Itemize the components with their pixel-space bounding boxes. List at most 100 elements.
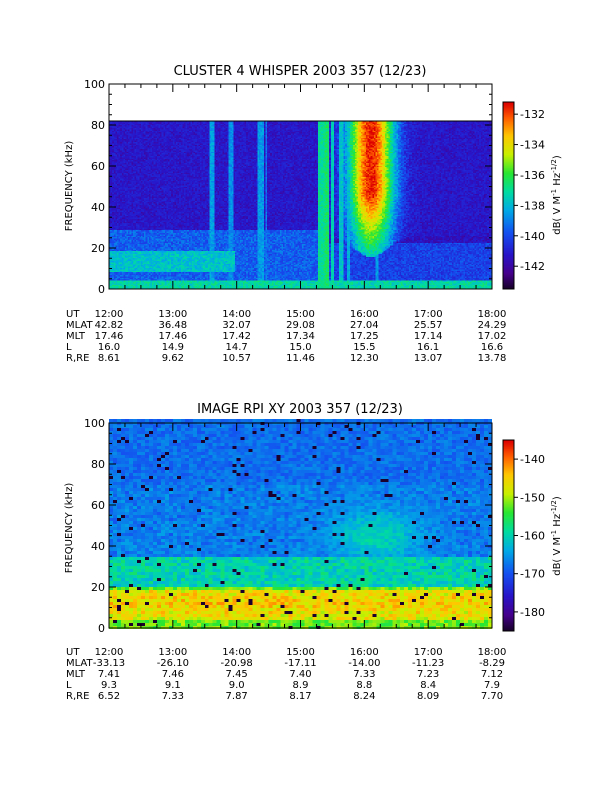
colorbar-label: dB( V M-1 Hz-1/2)	[550, 155, 563, 235]
ephemeris-row-label: MLAT	[66, 658, 93, 669]
ephemeris-row-label: R,RE	[66, 691, 89, 702]
ephemeris-value: 17.42	[222, 331, 251, 342]
ephemeris-value: 9.3	[101, 680, 117, 691]
spectrogram-image	[109, 419, 492, 629]
colorbar-tick-label: -140	[520, 453, 545, 466]
y-axis-label: FREQUENCY (kHz)	[64, 141, 75, 232]
ephemeris-value: 17.46	[159, 331, 188, 342]
ephemeris-value: 42.82	[95, 320, 124, 331]
ephemeris-value: 36.48	[159, 320, 188, 331]
ephemeris-value: -26.10	[157, 658, 189, 669]
ephemeris-value: 15.5	[353, 342, 375, 353]
colorbar-tick-label: -160	[520, 530, 545, 543]
ephemeris-value: 16.1	[417, 342, 439, 353]
ephemeris-value: 15.0	[289, 342, 311, 353]
chart-title: IMAGE RPI XY 2003 357 (12/23)	[197, 402, 403, 417]
ephemeris-value: 17:00	[414, 309, 443, 320]
ephemeris-row-label: L	[66, 680, 72, 691]
ephemeris-value: 12.30	[350, 353, 379, 364]
ephemeris-value: 14:00	[222, 647, 251, 658]
colorbar-gradient	[503, 102, 514, 289]
colorbar-tick-label: -136	[520, 169, 545, 182]
ephemeris-value: 9.62	[162, 353, 184, 364]
colorbar-tick-label: -142	[520, 260, 545, 273]
ephemeris-value: 17.14	[414, 331, 443, 342]
colorbar: -132 -134 -136 -138 -140 -142 dB( V M-1 Hz-1/…	[502, 101, 563, 290]
ephemeris-value: -33.13	[93, 658, 125, 669]
ephemeris-value: -14.00	[348, 658, 380, 669]
ephemeris-value: 7.33	[162, 691, 184, 702]
ephemeris-value: 13.07	[414, 353, 443, 364]
cluster-whisper-panel: CLUSTER 4 WHISPER 2003 357 (12/23) FREQU…	[64, 64, 563, 364]
ephemeris-row-label: MLAT	[66, 320, 93, 331]
y-tick-label: 20	[91, 581, 105, 594]
ephemeris-value: -20.98	[221, 658, 253, 669]
ephemeris-value: 8.17	[289, 691, 311, 702]
y-tick-label: 80	[91, 458, 105, 471]
ephemeris-value: 18:00	[478, 309, 507, 320]
ephemeris-value: 32.07	[222, 320, 251, 331]
y-ticks: 0 20 40 60 80 100	[84, 78, 492, 296]
y-tick-label: 60	[91, 499, 105, 512]
image-rpi-panel: IMAGE RPI XY 2003 357 (12/23) FREQUENCY …	[64, 402, 563, 702]
colorbar-tick-label: -180	[520, 606, 545, 619]
ephemeris-value: 7.23	[417, 669, 439, 680]
spectrogram	[109, 121, 492, 289]
x-ticks	[108, 423, 493, 628]
ephemeris-value: 29.08	[286, 320, 315, 331]
colorbar-tick-label: -132	[520, 108, 545, 121]
ephemeris-value: 17.46	[95, 331, 124, 342]
y-tick-label: 40	[91, 201, 105, 214]
ephemeris-row-label: L	[66, 342, 72, 353]
ephemeris-row-label: UT	[66, 647, 80, 658]
ephemeris-table: UT 12:00 13:00 14:00 15:00 16:00 17:00 18:00 MLA…	[66, 309, 506, 364]
ephemeris-value: 7.40	[289, 669, 311, 680]
ephemeris-value: 10.57	[222, 353, 251, 364]
colorbar-tick-label: -138	[520, 199, 545, 212]
y-tick-label: 100	[84, 78, 105, 91]
ephemeris-value: 14.7	[226, 342, 248, 353]
ephemeris-value: 7.70	[481, 691, 503, 702]
y-tick-label: 20	[91, 242, 105, 255]
ephemeris-value: -11.23	[412, 658, 444, 669]
ephemeris-value: 14:00	[222, 309, 251, 320]
y-tick-label: 40	[91, 540, 105, 553]
ephemeris-value: 17.02	[478, 331, 507, 342]
ephemeris-value: 12:00	[95, 647, 124, 658]
ephemeris-value: 13:00	[158, 309, 187, 320]
x-ticks	[108, 84, 493, 289]
ephemeris-row-label: R,RE	[66, 353, 89, 364]
ephemeris-value: 7.46	[162, 669, 184, 680]
ephemeris-value: 13:00	[158, 647, 187, 658]
ephemeris-value: 7.33	[353, 669, 375, 680]
ephemeris-value: 6.52	[98, 691, 120, 702]
ephemeris-table: UT 12:00 13:00 14:00 15:00 16:00 17:00 18:00 MLA…	[66, 647, 506, 702]
y-tick-label: 0	[98, 283, 105, 296]
colorbar-tick-label: -140	[520, 230, 545, 243]
ephemeris-value: 12:00	[95, 309, 124, 320]
ephemeris-row-label: MLT	[66, 331, 86, 342]
ephemeris-value: 7.45	[226, 669, 248, 680]
ephemeris-value: 11.46	[286, 353, 315, 364]
colorbar-label: dB( V M-1 Hz-1/2)	[550, 496, 563, 576]
ephemeris-value: 7.41	[98, 669, 120, 680]
colorbar-gradient	[503, 440, 514, 631]
ephemeris-row-label: UT	[66, 309, 80, 320]
spectrogram	[109, 419, 492, 629]
ephemeris-value: 16.6	[481, 342, 503, 353]
ephemeris-value: 8.8	[356, 680, 372, 691]
ephemeris-value: 25.57	[414, 320, 443, 331]
ephemeris-value: 7.12	[481, 669, 503, 680]
ephemeris-value: 8.24	[353, 691, 375, 702]
ephemeris-value: 9.1	[165, 680, 181, 691]
y-tick-label: 100	[84, 417, 105, 430]
spectrogram-image	[109, 121, 492, 289]
ephemeris-value: 15:00	[286, 647, 315, 658]
ephemeris-value: 18:00	[478, 647, 507, 658]
ephemeris-value: 8.9	[293, 680, 309, 691]
y-axis-label: FREQUENCY (kHz)	[64, 483, 75, 574]
ephemeris-value: 16:00	[350, 647, 379, 658]
ephemeris-value: -17.11	[284, 658, 316, 669]
ephemeris-value: 8.09	[417, 691, 439, 702]
